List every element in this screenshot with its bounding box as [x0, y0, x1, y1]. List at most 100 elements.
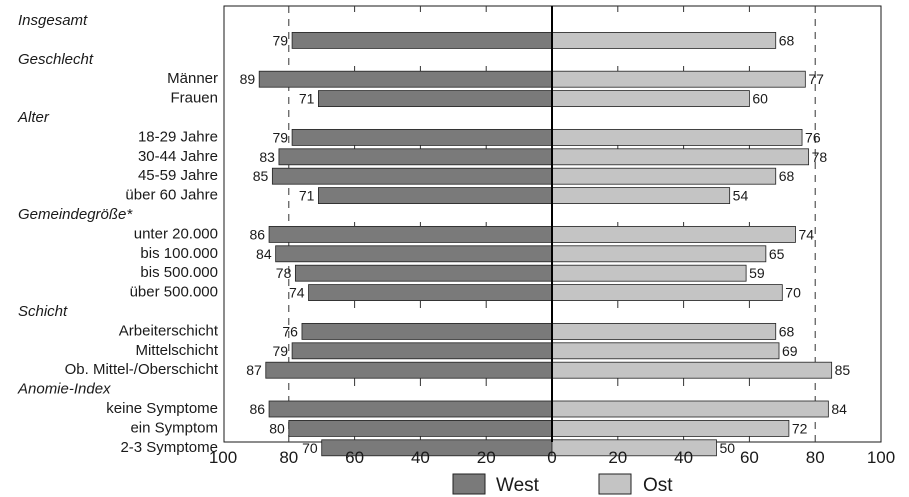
bar-west	[291, 342, 553, 360]
x-tick-label: 100	[209, 448, 237, 467]
bar-west	[291, 32, 553, 49]
value-label-west: 71	[299, 91, 315, 107]
legend-swatch-ost	[598, 473, 632, 495]
value-label-west: 78	[276, 265, 292, 281]
bar-west	[291, 128, 553, 146]
value-label-ost: 72	[792, 420, 808, 436]
value-label-west: 79	[273, 32, 289, 48]
row-label: ein Symptom	[130, 419, 218, 436]
bar-west	[318, 90, 553, 107]
x-tick-label: 80	[806, 448, 825, 467]
value-label-west: 74	[289, 285, 305, 301]
bar-west	[265, 361, 553, 379]
bar-ost	[551, 264, 747, 282]
bar-ost	[551, 284, 783, 302]
bars: 79 68 89 77 71 60 79 76 83 78 85 68 71 54 86 74 84 65 78 59…	[240, 32, 851, 457]
row-label: 45-59 Jahre	[138, 167, 218, 184]
group-label: Insgesamt	[18, 12, 88, 29]
value-label-ost: 68	[779, 32, 795, 48]
value-label-ost: 68	[779, 168, 795, 184]
bar-ost	[551, 245, 767, 263]
value-label-ost: 65	[769, 246, 785, 262]
bar-ost	[551, 70, 806, 88]
value-label-west: 79	[273, 343, 289, 359]
value-label-west: 76	[282, 323, 298, 339]
value-label-ost: 74	[798, 226, 814, 242]
bar-ost	[551, 419, 790, 437]
value-label-ost: 78	[812, 149, 828, 165]
bar-west	[308, 284, 553, 302]
x-axis: 100 80 60 40 20 0 20 40 60 80 100	[209, 6, 895, 467]
bar-west	[318, 187, 553, 205]
value-label-west: 86	[249, 401, 265, 417]
value-label-west: 84	[256, 246, 272, 262]
value-label-ost: 85	[835, 362, 851, 378]
row-label: Ob. Mittel-/Oberschicht	[65, 361, 219, 378]
value-label-ost: 54	[733, 188, 749, 204]
row-label: 30-44 Jahre	[138, 148, 218, 165]
bar-west	[271, 167, 553, 185]
bar-west	[294, 264, 553, 282]
value-label-ost: 76	[805, 129, 821, 145]
bar-west	[268, 225, 553, 243]
x-tick-label: 40	[674, 448, 693, 467]
row-labels: Insgesamt Geschlecht Männer Frauen Alter 18-2…	[17, 12, 219, 456]
value-label-ost: 50	[720, 440, 736, 456]
row-label: unter 20.000	[134, 225, 218, 242]
bar-ost	[551, 439, 717, 457]
value-label-ost: 60	[752, 91, 768, 107]
value-label-west: 79	[273, 129, 289, 145]
value-label-west: 70	[302, 440, 318, 456]
row-label: 2-3 Symptome	[120, 439, 218, 456]
bar-ost	[551, 90, 750, 107]
row-label: Frauen	[170, 90, 218, 107]
legend-label-ost: Ost	[643, 475, 673, 496]
row-label: über 60 Jahre	[125, 187, 218, 204]
legend: West Ost	[452, 473, 673, 496]
value-label-ost: 69	[782, 343, 798, 359]
row-label: 18-29 Jahre	[138, 128, 218, 145]
bar-west	[278, 148, 553, 166]
bar-west	[275, 245, 553, 263]
row-label: bis 100.000	[140, 245, 218, 262]
value-label-west: 86	[249, 226, 265, 242]
value-label-west: 80	[269, 420, 285, 436]
row-label: Mittelschicht	[135, 342, 218, 359]
legend-swatch-west	[452, 473, 486, 495]
bar-ost	[551, 322, 777, 340]
x-tick-label: 20	[608, 448, 627, 467]
bar-ost	[551, 361, 833, 379]
bar-west	[258, 70, 553, 88]
row-label: Arbeiterschicht	[119, 322, 219, 339]
value-label-ost: 68	[779, 323, 795, 339]
x-tick-label: 80	[279, 448, 298, 467]
value-label-ost: 59	[749, 265, 765, 281]
x-tick-label: 40	[411, 448, 430, 467]
value-label-west: 71	[299, 188, 315, 204]
row-label: bis 500.000	[140, 264, 218, 281]
value-label-west: 87	[246, 362, 262, 378]
bar-west	[301, 322, 553, 340]
value-label-ost: 70	[785, 285, 801, 301]
bar-ost	[551, 167, 777, 185]
row-label: keine Symptome	[106, 400, 218, 417]
bar-ost	[551, 128, 803, 146]
value-label-west: 85	[253, 168, 269, 184]
bar-ost	[551, 187, 731, 205]
group-label: Geschlecht	[18, 51, 94, 68]
row-label: Männer	[167, 70, 218, 87]
bar-ost	[551, 148, 810, 166]
group-label: Gemeindegröße*	[18, 206, 133, 223]
bar-west	[268, 400, 553, 418]
value-label-west: 83	[259, 149, 275, 165]
value-label-ost: 77	[808, 71, 824, 87]
x-tick-label: 20	[477, 448, 496, 467]
x-tick-label: 60	[345, 448, 364, 467]
row-label: über 500.000	[130, 284, 218, 301]
value-label-ost: 84	[831, 401, 847, 417]
legend-label-west: West	[496, 475, 540, 496]
bar-west	[288, 419, 553, 437]
group-label: Anomie-Index	[17, 381, 111, 398]
group-label: Alter	[17, 109, 50, 126]
